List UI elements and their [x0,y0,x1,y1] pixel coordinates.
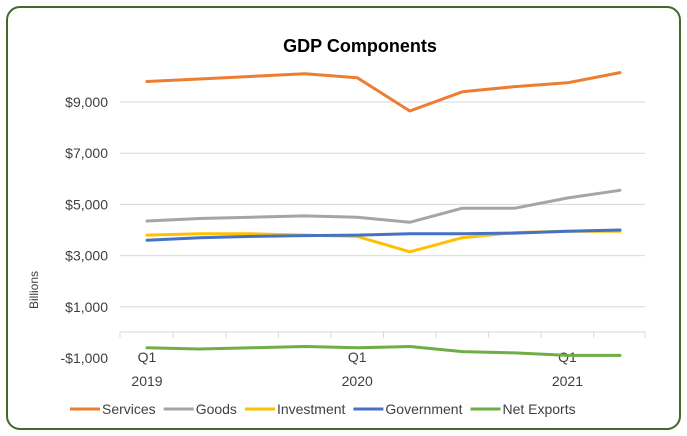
y-tick-label: $3,000 [65,248,108,264]
legend: Services Goods Investment Government Net Exp… [70,401,576,417]
legend-label: Government [385,401,462,417]
x-tick-quarter-label: Q1 [138,349,157,365]
y-axis-label: Billions [27,271,41,309]
series-line-government [145,228,622,242]
x-tick-quarter-label: Q1 [558,349,577,365]
legend-label: Goods [196,401,237,417]
y-tick-label: -$1,000 [61,350,109,366]
series-lines [145,71,622,357]
y-tick-label: $7,000 [65,145,108,161]
y-tick-label: $5,000 [65,196,108,212]
series-line-goods [145,188,622,224]
axes: $9,000 $7,000 $5,000 $3,000 $1,000 -$1,000 Q1 2… [61,94,646,389]
series-line-services [145,71,622,113]
y-tick-label: $1,000 [65,299,108,315]
series-line-net-exports [145,345,622,357]
legend-label: Investment [277,401,346,417]
x-tick-year-label: 2020 [342,373,373,389]
legend-label: Services [102,401,156,417]
x-tick-year-label: 2019 [131,373,162,389]
chart-title: GDP Components [283,36,437,56]
x-tick-quarter-label: Q1 [348,349,367,365]
gridlines [120,101,645,308]
y-tick-label: $9,000 [65,94,108,110]
x-tick-year-label: 2021 [552,373,583,389]
legend-label: Net Exports [502,401,575,417]
